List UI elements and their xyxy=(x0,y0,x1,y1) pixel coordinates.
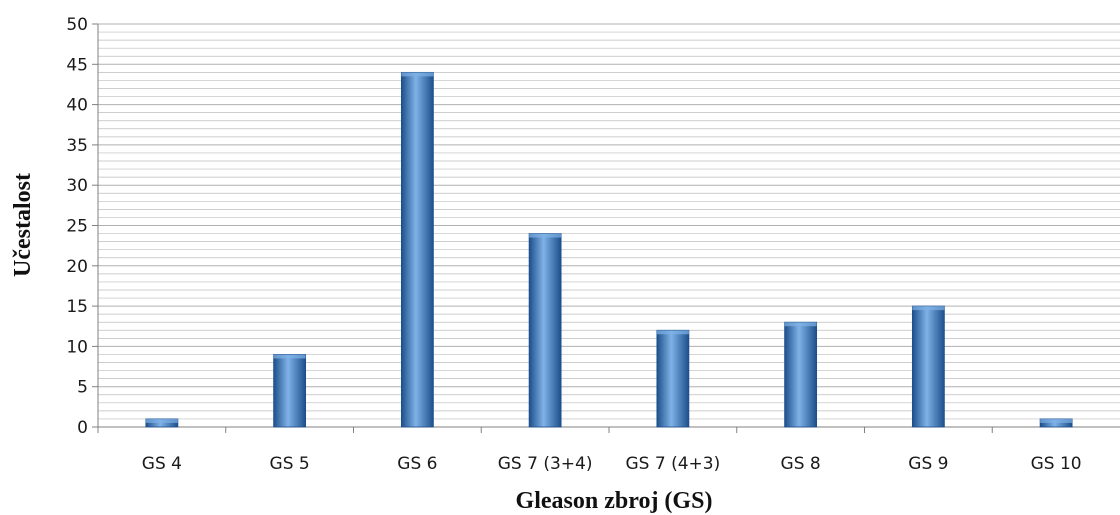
y-tick-label: 10 xyxy=(66,337,88,357)
y-tick-label: 50 xyxy=(66,15,88,35)
bar xyxy=(911,305,945,428)
y-tick-label: 5 xyxy=(77,378,88,398)
y-tick-label: 25 xyxy=(66,217,88,237)
y-tick-label: 15 xyxy=(66,297,88,317)
y-tick-label: 20 xyxy=(66,257,88,277)
bar-top-highlight xyxy=(656,330,689,335)
bar-body xyxy=(784,321,818,428)
bars xyxy=(145,71,1073,428)
y-tick-label: 40 xyxy=(66,96,88,116)
bar xyxy=(400,71,434,428)
x-tick-label: GS 7 (4+3) xyxy=(626,454,721,474)
y-tick-label: 45 xyxy=(66,55,88,75)
bar-body xyxy=(273,354,307,428)
bar-top-highlight xyxy=(912,306,945,311)
y-axis-title: Učestalost xyxy=(10,173,36,277)
bar xyxy=(656,329,690,428)
y-tick-label: 30 xyxy=(66,176,88,196)
bar-top-highlight xyxy=(1040,418,1073,423)
bar xyxy=(784,321,818,428)
bar-body xyxy=(528,233,562,428)
x-tick-label: GS 4 xyxy=(142,454,182,474)
x-tick-label: GS 7 (3+4) xyxy=(498,454,593,474)
y-tick-labels: 0 5 10 15 20 25 30 35 40 45 50 xyxy=(66,15,98,438)
x-tick-label: GS 9 xyxy=(908,454,948,474)
y-tick-label: 0 xyxy=(77,418,88,438)
x-tick-label: GS 8 xyxy=(781,454,821,474)
x-tick-label: GS 6 xyxy=(397,454,437,474)
bar xyxy=(1039,418,1073,428)
x-tick-label: GS 10 xyxy=(1031,454,1082,474)
bar xyxy=(528,233,562,428)
x-axis-title: Gleason zbroj (GS) xyxy=(516,488,713,514)
bar xyxy=(145,418,179,428)
bar xyxy=(273,354,307,428)
bar-top-highlight xyxy=(273,354,306,359)
bar-body xyxy=(911,305,945,428)
gridlines xyxy=(98,23,1120,428)
bar-body xyxy=(400,71,434,428)
bar-top-highlight xyxy=(784,322,817,327)
bar-body xyxy=(656,329,690,428)
bar-top-highlight xyxy=(145,418,178,423)
y-tick-label: 35 xyxy=(66,136,88,156)
x-tick-labels: GS 4 GS 5 GS 6 GS 7 (3+4) GS 7 (4+3) GS 8 GS 9… xyxy=(97,427,1082,474)
x-tick-label: GS 5 xyxy=(270,454,310,474)
bar-top-highlight xyxy=(401,72,434,77)
bar-top-highlight xyxy=(529,233,562,238)
